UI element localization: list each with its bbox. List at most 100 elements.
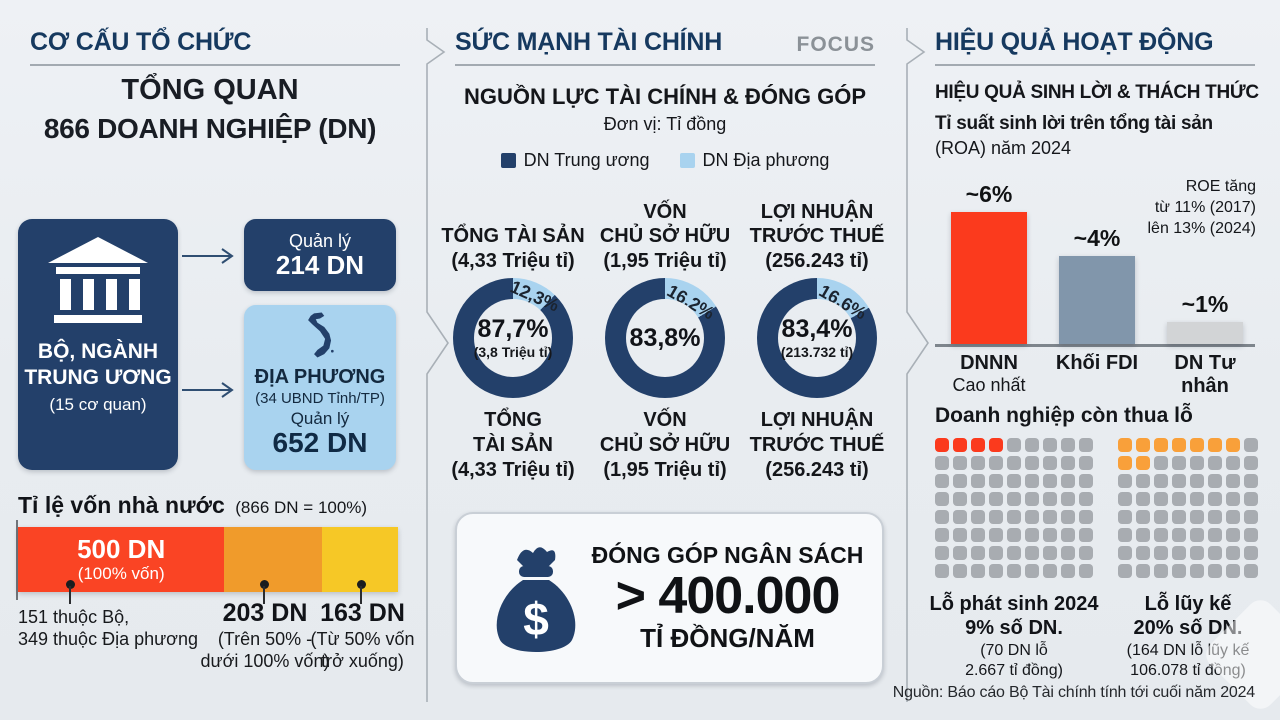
waffle-chart-2024-loss — [935, 438, 1093, 578]
waffle-cell — [1136, 564, 1150, 578]
waffle-cell — [1007, 474, 1021, 488]
waffle-cell — [1172, 528, 1186, 542]
waffle-cell — [1079, 438, 1093, 452]
waffle-cell — [1154, 438, 1168, 452]
label-line: LỢI NHUẬN — [760, 409, 874, 431]
waffle-cell — [1208, 456, 1222, 470]
label-line: LỢI NHUẬN — [760, 200, 874, 223]
waffle-cell — [1118, 492, 1132, 506]
waffle-cell — [1154, 546, 1168, 560]
leader-line — [69, 586, 71, 604]
caption-line: 20% số DN. — [1133, 617, 1243, 640]
donut-bottom-label: VỐN CHỦ SỞ HỮU (1,95 Triệu tỉ) — [585, 408, 745, 482]
waffle-cell — [1118, 438, 1132, 452]
waffle-cell — [1190, 492, 1204, 506]
waffle-cell — [1025, 564, 1039, 578]
segment-caption: 163 DN (Từ 50% vốn trở xuống) — [300, 599, 425, 672]
waffle-cell — [953, 546, 967, 560]
donut-center-value: 83,8% — [629, 323, 701, 352]
waffle-cell — [1061, 492, 1075, 506]
waffle-cell — [935, 456, 949, 470]
waffle-cell — [1007, 510, 1021, 524]
waffle-cell — [1079, 546, 1093, 560]
legend-label: DN Địa phương — [702, 150, 830, 170]
label-line: CHỦ SỞ HỮU — [599, 433, 731, 456]
vietnam-map-icon — [308, 312, 334, 358]
roa-title: Tỉ suất sinh lời trên tổng tài sản — [935, 113, 1213, 134]
waffle-cell — [1226, 456, 1240, 470]
waffle-cell — [1007, 546, 1021, 560]
waffle-cell — [1244, 510, 1258, 524]
section-title-finance: SỨC MẠNH TÀI CHÍNH — [455, 28, 723, 56]
waffle-cell — [1154, 456, 1168, 470]
donut-total-assets: 12,3% 87,7% (3,8 Triệu tỉ) — [453, 277, 573, 398]
waffle-cell — [1244, 474, 1258, 488]
waffle-cell — [1079, 492, 1093, 506]
waffle-cell — [1025, 456, 1039, 470]
manage-value: 214 DN — [275, 249, 365, 280]
waffle-cell — [1079, 456, 1093, 470]
bar-rect — [1059, 256, 1135, 344]
waffle-cell — [971, 474, 985, 488]
waffle-cell — [1118, 546, 1132, 560]
section-rule — [30, 64, 400, 66]
waffle-cell — [1226, 474, 1240, 488]
waffle-cell — [989, 564, 1003, 578]
waffle-cell — [1244, 546, 1258, 560]
waffle-cell — [989, 438, 1003, 452]
roe-note: ROE tăng từ 11% (2017) lên 13% (2024) — [1100, 176, 1256, 239]
waffle-cell — [1025, 474, 1039, 488]
managed-214-box: Quản lý 214 DN — [244, 219, 396, 291]
legend-swatch-central — [500, 153, 516, 168]
label-line: VỐN — [643, 200, 687, 223]
finance-heading: NGUỒN LỰC TÀI CHÍNH & ĐÓNG GÓP — [463, 84, 867, 109]
roa-bar-chart: ~6% ~4% ~1% — [935, 181, 1255, 347]
waffle-cell — [935, 438, 949, 452]
waffle-cell — [1136, 438, 1150, 452]
capital-share-title: Tỉ lệ vốn nhà nước — [18, 492, 225, 518]
leader-dot — [357, 580, 366, 589]
donut-top-label: LỢI NHUẬN TRƯỚC THUẾ (256.243 tỉ) — [737, 190, 897, 274]
waffle-cell — [1244, 438, 1258, 452]
waffle-cell — [1136, 474, 1150, 488]
waffle-cell — [1208, 546, 1222, 560]
local-box-label: Quản lý — [290, 409, 350, 428]
bar-group-fdi: ~4% — [1059, 225, 1135, 344]
budget-value: > 400.000 — [615, 566, 841, 625]
bar-rect — [951, 212, 1027, 344]
waffle-cell — [1244, 564, 1258, 578]
donut-equity: 16,2% 83,8% — [605, 278, 725, 398]
caption-line: dưới 100% vốn) — [200, 651, 330, 672]
waffle-cell — [1007, 438, 1021, 452]
waffle-cell — [1061, 456, 1075, 470]
waffle-cell — [989, 510, 1003, 524]
label-line: TỔNG TÀI SẢN — [441, 225, 585, 248]
donut-bottom-label: TỔNG TÀI SẢN (4,33 Triệu tỉ) — [433, 408, 593, 482]
waffle-cell — [1208, 438, 1222, 452]
waffle-cell — [1136, 492, 1150, 506]
bar-rect — [1167, 322, 1243, 344]
waffle-cell — [1226, 546, 1240, 560]
label-line: (4,33 Triệu tỉ) — [451, 458, 575, 481]
label-line: TRƯỚC THUẾ — [749, 225, 885, 248]
waffle-cell — [935, 510, 949, 524]
waffle-cell — [1079, 474, 1093, 488]
section-title-structure: CƠ CẤU TỔ CHỨC — [30, 28, 252, 56]
arrow-right-icon — [182, 248, 234, 264]
legend: DN Trung ương DN Địa phương — [440, 150, 890, 171]
budget-contribution-box: $ ĐÓNG GÓP NGÂN SÁCH > 400.000 TỈ ĐỒNG/N… — [455, 512, 884, 684]
caption-line: (70 DN lỗ — [980, 641, 1048, 659]
legend-item-local: DN Địa phương — [679, 150, 830, 171]
waffle-cell — [1043, 456, 1057, 470]
waffle-cell — [971, 528, 985, 542]
waffle-cell — [1061, 510, 1075, 524]
donut-top-label: VỐN CHỦ SỞ HỮU (1,95 Triệu tỉ) — [585, 190, 745, 274]
roa-subtitle: (ROA) năm 2024 — [935, 138, 1072, 158]
label-line: TRƯỚC THUẾ — [749, 433, 885, 456]
waffle-cell — [1172, 510, 1186, 524]
waffle-cell — [1136, 510, 1150, 524]
segment-sublabel: (100% vốn) — [77, 563, 165, 583]
waffle-cell — [1043, 438, 1057, 452]
waffle-cell — [1061, 546, 1075, 560]
